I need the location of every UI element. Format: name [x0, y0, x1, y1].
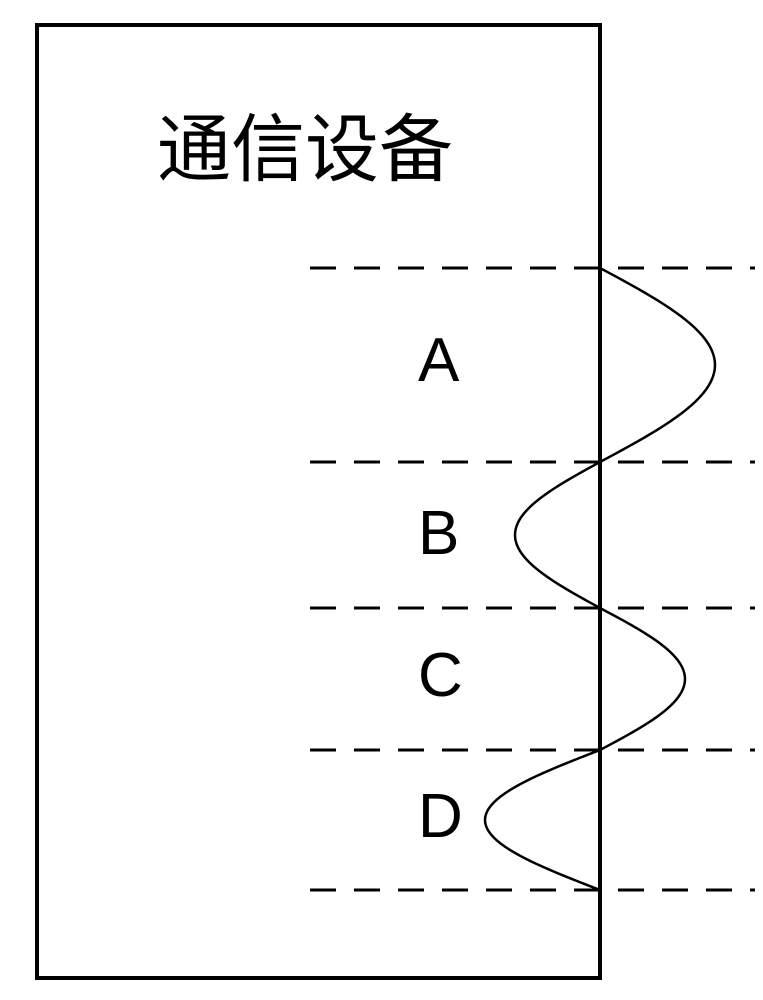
- region-label-c: C: [418, 640, 463, 711]
- region-label-b: B: [418, 498, 459, 569]
- region-label-d: D: [418, 781, 463, 852]
- device-title: 通信设备: [157, 90, 453, 197]
- region-label-a: A: [418, 325, 459, 396]
- diagram-canvas: 通信设备 A BCD: [0, 0, 763, 1000]
